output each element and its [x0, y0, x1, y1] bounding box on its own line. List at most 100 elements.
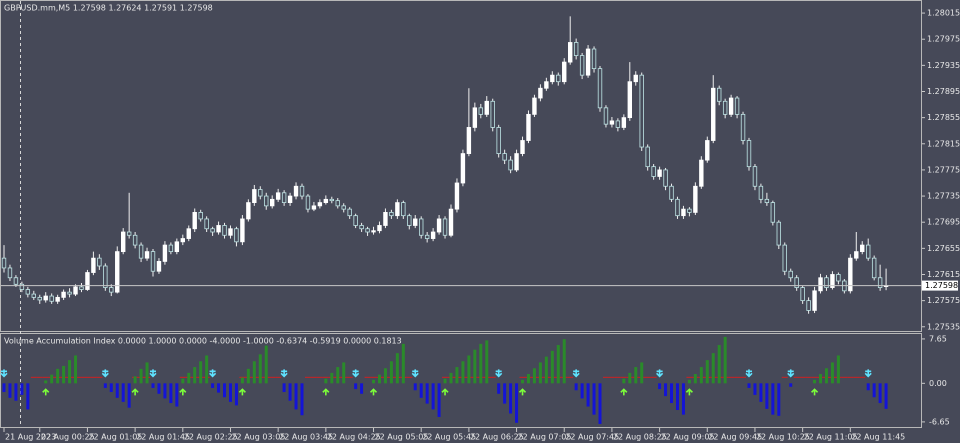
- candle-body-down: [496, 127, 501, 154]
- candle-body-up: [830, 274, 835, 288]
- histogram-bar-negative: [211, 383, 215, 388]
- x-tick-label: 21 Aug 2023: [5, 433, 56, 442]
- candle-body-up: [728, 97, 734, 115]
- candle-body-up: [657, 169, 662, 177]
- histogram-bar-positive: [389, 361, 393, 384]
- histogram-bar-positive: [372, 379, 376, 384]
- candle-body-up: [55, 296, 60, 302]
- buy-arrow: [179, 388, 187, 396]
- histogram-bar-positive: [521, 379, 525, 384]
- histogram-bar-positive: [443, 378, 447, 384]
- sell-arrow: [101, 369, 109, 378]
- histogram-bar-negative: [789, 383, 793, 387]
- histogram-bar-positive: [383, 368, 387, 384]
- histogram-bar-positive: [205, 355, 209, 384]
- histogram-bar-negative: [26, 383, 30, 410]
- histogram-bar-negative: [175, 383, 179, 407]
- histogram-bar-positive: [342, 362, 346, 384]
- histogram-bar-negative: [300, 383, 304, 416]
- candle-body-down: [222, 225, 227, 236]
- histogram-bar-positive: [711, 353, 715, 384]
- histogram-bar-positive: [145, 362, 149, 384]
- candle-body-up: [609, 120, 615, 125]
- histogram-bar-positive: [830, 362, 834, 384]
- candle-body-down: [490, 100, 495, 128]
- candle-body-down: [722, 100, 728, 115]
- candle-body-down: [204, 218, 209, 230]
- histogram-bar-positive: [705, 360, 709, 384]
- histogram-bar-negative: [664, 383, 668, 397]
- candle-body-up: [293, 185, 299, 197]
- candle-body-down: [138, 244, 144, 259]
- candle-body-down: [651, 166, 656, 177]
- candle-body-up: [144, 251, 150, 259]
- candle-body-down: [740, 113, 746, 141]
- buy-arrow: [518, 388, 527, 396]
- candle-body-down: [579, 55, 585, 76]
- candle-body-down: [67, 291, 72, 295]
- candle-body-up: [323, 198, 329, 203]
- histogram-bar-negative: [151, 383, 155, 388]
- histogram-bar-positive: [544, 356, 548, 384]
- candle-body-up: [454, 182, 460, 210]
- histogram-bar-positive: [264, 345, 268, 384]
- candle-body-down: [389, 212, 394, 217]
- candle-body-up: [436, 218, 442, 233]
- y-tick-label: 1.28015: [927, 9, 960, 18]
- candle-body-down: [407, 215, 412, 226]
- candle-body-down: [871, 257, 877, 279]
- histogram-bar-positive: [473, 349, 477, 384]
- histogram-bar-negative: [282, 383, 286, 393]
- histogram-bar-positive: [62, 365, 66, 384]
- sell-arrow: [149, 369, 157, 378]
- histogram-bar-negative: [675, 383, 679, 411]
- histogram-bar-positive: [628, 372, 632, 384]
- y-tick-label: 1.27575: [927, 296, 960, 305]
- x-tick-label: 22 Aug 03:45: [279, 433, 333, 442]
- candle-body-down: [669, 185, 674, 200]
- indicator-pane: [0, 333, 922, 428]
- candle-body-down: [442, 218, 448, 236]
- histogram-bar-positive: [622, 378, 626, 384]
- histogram-bar-negative: [14, 383, 18, 401]
- candle-body-up: [115, 251, 120, 293]
- sell-arrow: [745, 369, 753, 378]
- current-price-box: [922, 280, 958, 291]
- candle-body-down: [198, 212, 203, 220]
- histogram-bar-negative: [217, 383, 221, 393]
- y-tick-label: 1.27735: [927, 192, 960, 201]
- candle-body-down: [103, 265, 108, 288]
- histogram-bar-negative: [127, 383, 131, 408]
- candle-body-down: [132, 234, 138, 246]
- histogram-bar-positive: [187, 372, 191, 384]
- sell-arrow: [572, 369, 580, 378]
- histogram-bar-positive: [693, 374, 697, 384]
- candle-body-down: [752, 166, 758, 187]
- candle-body-down: [19, 283, 25, 290]
- sell-arrow: [0, 369, 8, 378]
- candle-body-up: [818, 277, 823, 292]
- x-tick-label: 22 Aug 05:05: [375, 433, 429, 442]
- y-tick-label: 1.27855: [927, 113, 960, 122]
- y-tick-label: 0.00: [929, 379, 947, 388]
- candle-body-up: [860, 244, 865, 253]
- histogram-bar-positive: [330, 372, 334, 384]
- candle-body-up: [413, 218, 418, 226]
- candle-body-up: [85, 272, 90, 290]
- histogram-bar-positive: [634, 367, 638, 384]
- histogram-bar-positive: [240, 377, 244, 384]
- histogram-bar-negative: [360, 383, 364, 394]
- histogram-bar-negative: [115, 383, 119, 398]
- histogram-bar-negative: [431, 383, 435, 410]
- y-tick-label: 1.27815: [927, 139, 960, 148]
- histogram-bar-positive: [526, 374, 530, 384]
- candle-body-up: [699, 159, 704, 187]
- histogram-bar-negative: [765, 383, 769, 409]
- histogram-bar-positive: [193, 367, 197, 384]
- histogram-bar-positive: [532, 368, 536, 384]
- candle-body-up: [275, 192, 281, 200]
- candle-body-down: [591, 48, 597, 70]
- candle-body-up: [693, 185, 698, 213]
- candle-body-down: [418, 218, 424, 236]
- candle-body-up: [562, 61, 567, 83]
